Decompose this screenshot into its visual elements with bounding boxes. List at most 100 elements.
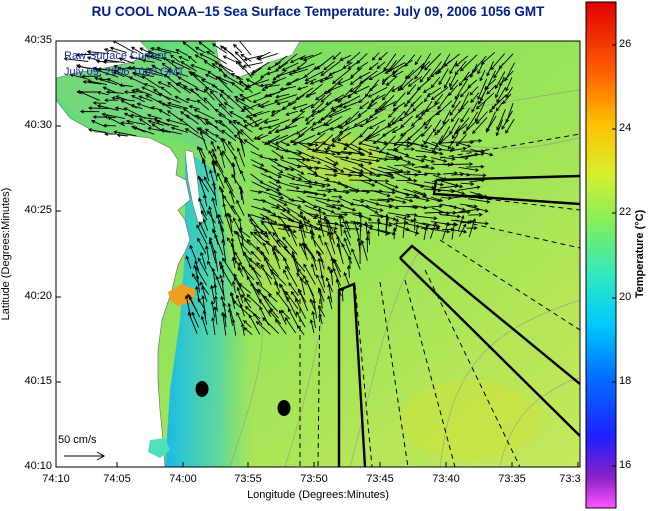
current-vector xyxy=(128,76,145,85)
overlay-current-time: July 09, 2006 1000 GMT xyxy=(64,66,185,78)
current-vector xyxy=(234,51,251,69)
current-vector xyxy=(346,264,351,278)
current-vector xyxy=(222,150,234,168)
current-vector xyxy=(95,68,119,78)
current-vector xyxy=(268,181,282,189)
current-vector xyxy=(249,116,260,127)
current-vector xyxy=(421,124,433,138)
current-vector xyxy=(350,67,363,79)
current-vector xyxy=(271,164,284,174)
station-marker xyxy=(195,381,209,397)
current-vector xyxy=(210,284,216,304)
current-vector xyxy=(240,294,252,303)
current-vector xyxy=(460,203,478,209)
current-vector xyxy=(404,69,415,80)
current-vector xyxy=(287,307,299,328)
current-vector xyxy=(262,182,280,192)
current-vector xyxy=(399,125,415,137)
current-vector xyxy=(235,75,253,94)
current-vector xyxy=(316,189,333,194)
current-vector xyxy=(310,263,316,277)
scale-arrow-label: 50 cm/s xyxy=(58,434,97,446)
current-vector xyxy=(233,95,245,102)
current-vector xyxy=(184,128,206,141)
current-vector xyxy=(398,110,414,122)
current-vector xyxy=(331,203,345,208)
current-vector xyxy=(310,108,326,117)
current-vector xyxy=(136,102,154,110)
current-vector xyxy=(432,119,442,133)
current-vector xyxy=(342,143,362,154)
x-tick-label: 73:45 xyxy=(366,473,394,485)
current-vector xyxy=(463,68,478,81)
x-tick-label: 73:40 xyxy=(432,473,460,485)
current-vector xyxy=(423,226,428,240)
current-vector xyxy=(327,231,336,255)
current-vector xyxy=(467,221,489,226)
current-vector xyxy=(359,147,373,155)
current-vector xyxy=(200,251,207,270)
current-vector xyxy=(315,157,337,167)
current-vector xyxy=(233,134,246,145)
current-vector xyxy=(434,126,444,136)
current-vector xyxy=(329,124,343,131)
colorbar-tick-label: 18 xyxy=(619,375,632,387)
current-vector xyxy=(63,57,89,62)
current-vector xyxy=(414,164,430,169)
current-vector xyxy=(214,108,226,117)
current-vector xyxy=(330,256,335,269)
current-vector xyxy=(195,274,201,293)
current-vector xyxy=(359,116,378,127)
current-vector xyxy=(260,199,280,209)
current-vector xyxy=(292,134,316,146)
current-vector xyxy=(270,108,287,114)
current-vector xyxy=(86,56,100,62)
current-vector xyxy=(220,278,225,301)
current-vector xyxy=(270,110,281,117)
current-vector xyxy=(200,79,218,88)
current-vector xyxy=(309,298,316,311)
current-vector xyxy=(442,221,450,240)
current-vector xyxy=(376,217,381,237)
current-vector xyxy=(175,82,192,94)
current-vector xyxy=(352,198,365,204)
current-vector xyxy=(213,306,218,325)
current-vector xyxy=(202,159,210,182)
current-vector xyxy=(399,78,414,91)
current-vector xyxy=(221,311,227,336)
current-vector xyxy=(290,133,305,144)
current-vector xyxy=(338,124,361,134)
current-vector xyxy=(466,152,485,158)
current-vector xyxy=(243,105,255,117)
colorbar-tick-label: 22 xyxy=(619,206,632,218)
current-vector xyxy=(161,62,174,72)
current-vector xyxy=(263,118,280,125)
current-vector xyxy=(340,158,365,167)
current-vector xyxy=(222,74,245,87)
current-vector xyxy=(423,188,442,193)
current-vector xyxy=(150,46,172,54)
current-vector xyxy=(311,102,324,113)
current-vector xyxy=(296,149,316,160)
current-vector xyxy=(138,118,152,128)
current-vector xyxy=(368,62,379,71)
current-vector xyxy=(182,107,197,118)
current-vector xyxy=(211,148,218,159)
current-vector xyxy=(275,69,296,78)
current-vector xyxy=(328,107,352,118)
current-vector xyxy=(385,216,390,237)
colorbar-tick-label: 20 xyxy=(619,291,632,303)
current-vector xyxy=(413,189,427,196)
current-vector xyxy=(215,275,225,296)
current-vector xyxy=(437,93,450,110)
current-vector xyxy=(246,239,263,256)
current-vector xyxy=(304,245,317,262)
current-vector xyxy=(277,164,295,172)
current-vector xyxy=(82,80,101,85)
current-vector xyxy=(219,93,228,102)
current-vector xyxy=(493,63,504,79)
current-vector xyxy=(431,141,456,151)
current-vector xyxy=(199,53,218,63)
current-vector xyxy=(223,46,242,64)
